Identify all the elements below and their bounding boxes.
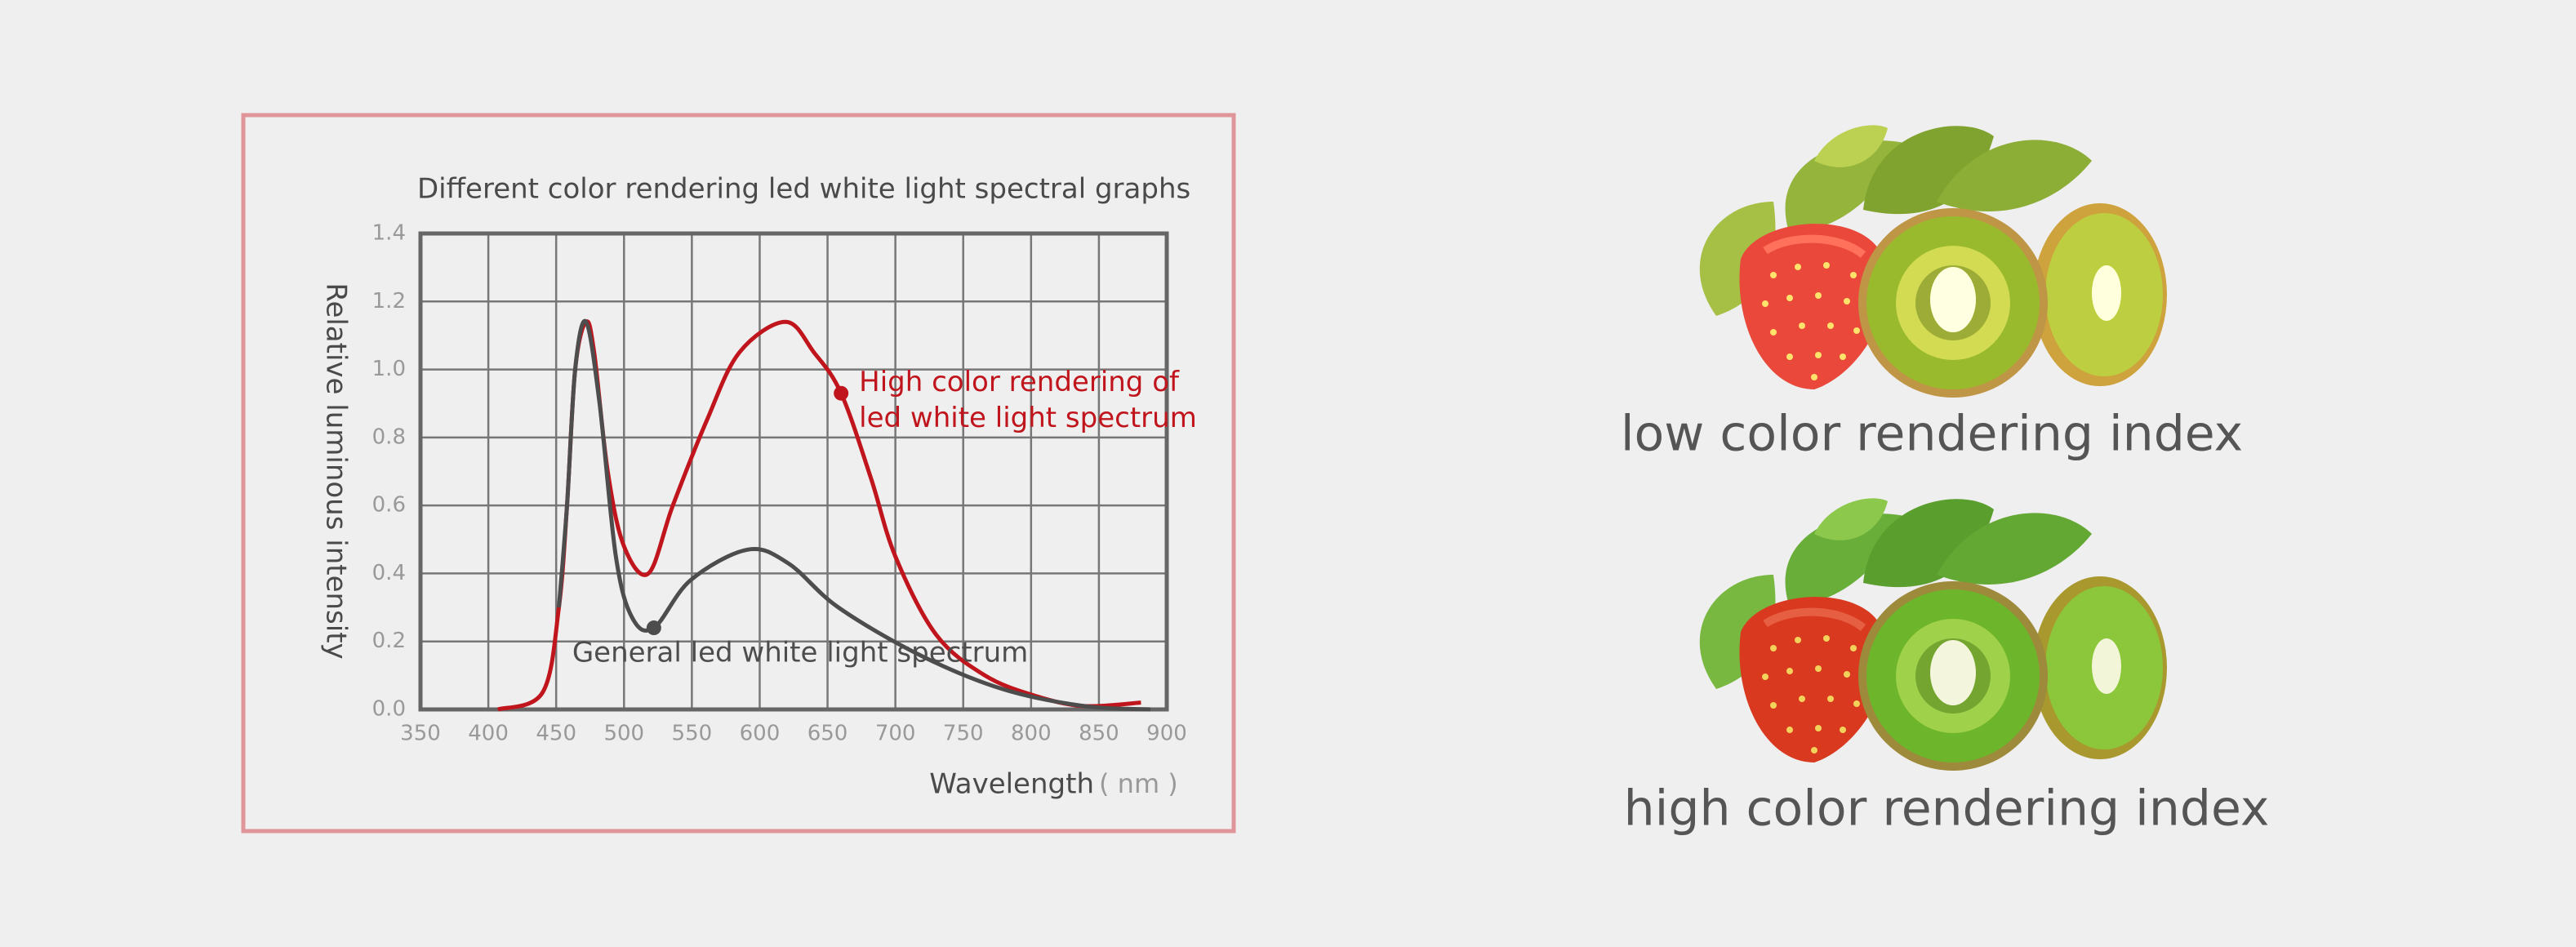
- x-tick-label: 900: [1146, 722, 1187, 746]
- y-tick-label: 1.2: [372, 289, 406, 313]
- y-tick-label: 0.8: [372, 425, 406, 449]
- x-tick-label: 800: [1011, 722, 1052, 746]
- plot: 0.0 0.2 0.4 0.6 0.8 1.0 1.2 1.4 350 400 450 500 550 6…: [372, 221, 1197, 746]
- x-tick-label: 600: [740, 722, 781, 746]
- y-axis-label: Relative luminous intensity: [320, 282, 353, 659]
- chart-frame: [241, 113, 1236, 834]
- annotation-text: led white light spectrum: [859, 402, 1197, 434]
- y-tick-label: 0.0: [372, 697, 406, 722]
- plot-border: [418, 231, 1169, 712]
- x-tick-label: 350: [400, 722, 441, 746]
- annotation-text: High color rendering of: [859, 366, 1180, 398]
- caption: high color rendering index: [1624, 780, 2270, 838]
- x-tick-label: 450: [536, 722, 576, 746]
- x-axis-label: Wavelength: [929, 768, 1094, 801]
- x-tick-label: 550: [672, 722, 713, 746]
- chart-title: Different color rendering led white ligh…: [417, 173, 1190, 206]
- y-tick-label: 0.4: [372, 561, 406, 585]
- y-tick-label: 0.6: [372, 493, 406, 518]
- annotation-marker: [646, 620, 661, 636]
- x-tick-label: 750: [943, 722, 984, 746]
- fruit-image-low: [1700, 125, 2167, 398]
- x-tick-label: 850: [1079, 722, 1119, 746]
- x-tick-label: 400: [468, 722, 509, 746]
- x-tick-label: 700: [875, 722, 916, 746]
- x-tick-label: 500: [603, 722, 644, 746]
- annotation-marker: [834, 385, 849, 401]
- y-tick-label: 1.0: [372, 357, 406, 381]
- annotation-text: General led white light spectrum: [572, 637, 1028, 669]
- fruit-image-high: [1700, 498, 2167, 771]
- x-axis-unit: ( nm ): [1099, 768, 1178, 799]
- y-tick-label: 0.2: [372, 629, 406, 653]
- caption: low color rendering index: [1621, 406, 2243, 463]
- y-tick-label: 1.4: [372, 221, 406, 246]
- x-tick-label: 650: [808, 722, 848, 746]
